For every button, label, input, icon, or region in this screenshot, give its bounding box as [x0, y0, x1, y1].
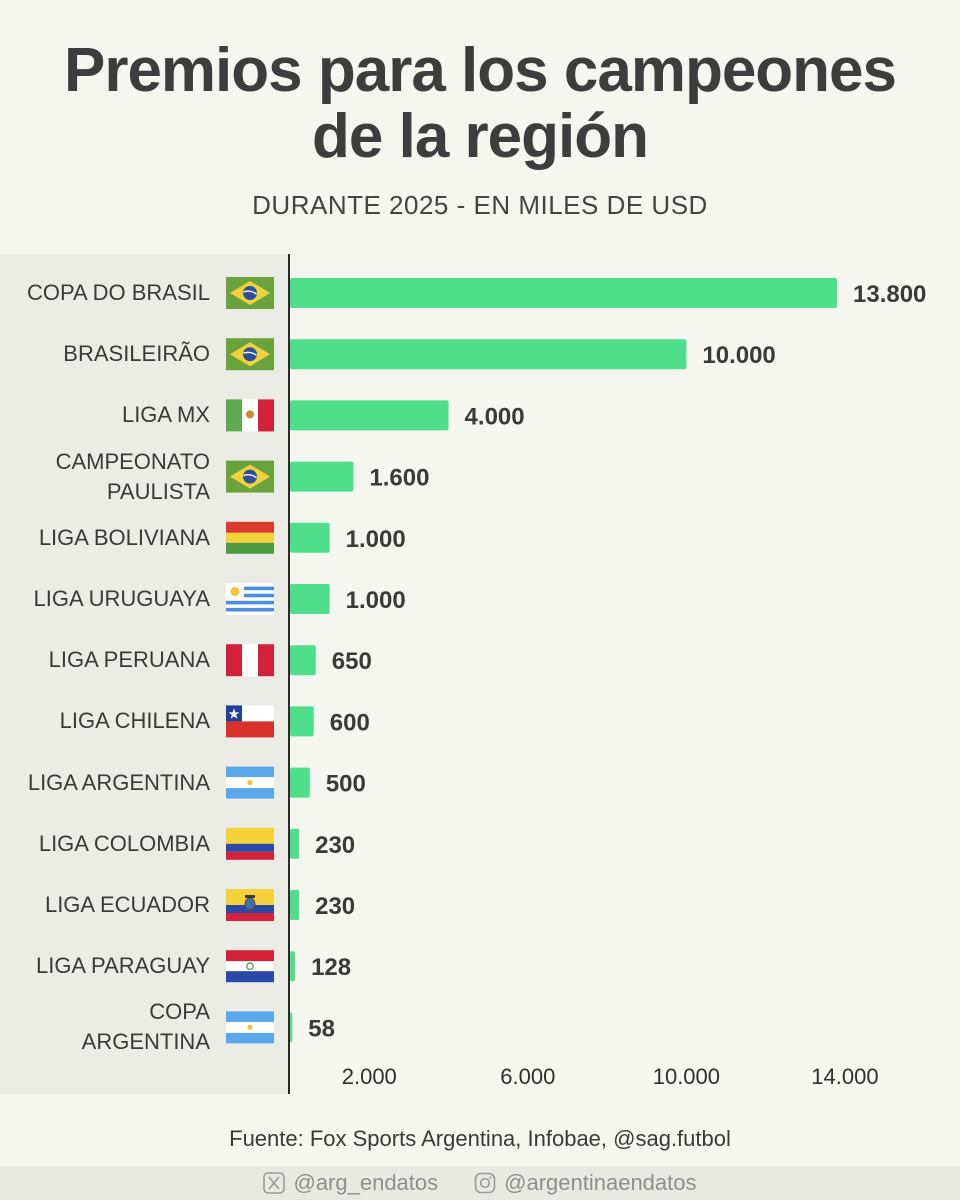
bar-12 — [290, 1012, 293, 1043]
colombia-flag-icon — [226, 827, 274, 860]
bar-3 — [290, 461, 354, 492]
footer-bar: @arg_endatos @argentinaendatos — [0, 1166, 960, 1200]
value-label-7: 600 — [330, 709, 370, 736]
category-label-line: CAMPEONATO — [55, 448, 210, 474]
value-label-9: 230 — [315, 832, 355, 859]
value-label-3: 1.600 — [369, 465, 429, 492]
title-line-2: de la región — [312, 102, 649, 171]
value-label-11: 128 — [311, 954, 351, 981]
ecuador-flag-icon — [226, 889, 274, 921]
chart-subtitle: DURANTE 2025 - EN MILES DE USD — [252, 190, 708, 220]
x-tick-label-3: 14.000 — [811, 1064, 878, 1089]
value-label-10: 230 — [315, 893, 355, 920]
value-label-1: 10.000 — [702, 342, 775, 369]
bar-1 — [290, 339, 687, 370]
x-tick-label-1: 6.000 — [500, 1064, 555, 1089]
value-label-12: 58 — [308, 1015, 335, 1042]
uruguay-flag-icon — [226, 583, 274, 615]
category-label-line: LIGA PERUANA — [48, 647, 210, 673]
value-label-0: 13.800 — [853, 281, 926, 308]
brazil-flag-icon — [226, 277, 274, 309]
category-label-1: BRASILEIRÃO — [0, 339, 210, 369]
bar-6 — [290, 645, 316, 676]
category-label-0: COPA DO BRASIL — [0, 278, 210, 308]
x-tick-label-0: 2.000 — [342, 1064, 397, 1089]
category-label-10: LIGA ECUADOR — [0, 890, 210, 920]
value-label-4: 1.000 — [346, 526, 406, 553]
bar-10 — [290, 890, 300, 920]
bar-7 — [290, 706, 314, 737]
x-logo-icon — [263, 1172, 286, 1194]
brazil-flag-icon — [226, 338, 274, 371]
category-label-line: COPA — [149, 999, 210, 1025]
peru-flag-icon — [226, 644, 274, 677]
title-line-1: Premios para los campeones — [63, 36, 897, 105]
category-label-line: COPA DO BRASIL — [27, 280, 210, 305]
category-label-line: LIGA ECUADOR — [44, 892, 210, 917]
value-label-6: 650 — [332, 648, 372, 675]
category-label-line: LIGA BOLIVIANA — [38, 524, 210, 550]
category-label-line: LIGA COLOMBIA — [38, 830, 210, 856]
paraguay-flag-icon — [226, 950, 274, 983]
category-label-line: BRASILEIRÃO — [63, 341, 210, 367]
brazil-flag-icon — [226, 460, 274, 493]
category-label-line: LIGA PARAGUAY — [35, 953, 210, 979]
value-label-5: 1.000 — [346, 587, 406, 614]
argentina-flag-icon — [226, 766, 274, 799]
category-label-5: LIGA URUGUAYA — [0, 584, 210, 614]
instagram-handle-text: @argentinaendatos — [504, 1170, 697, 1195]
category-label-12: COPA ARGENTINA — [0, 997, 210, 1057]
bar-4 — [290, 522, 330, 553]
value-label-2: 4.000 — [465, 403, 525, 430]
bolivia-flag-icon — [226, 521, 274, 554]
category-label-6: LIGA PERUANA — [0, 645, 210, 675]
bar-5 — [290, 584, 330, 614]
bar-9 — [290, 828, 300, 859]
category-label-line: ARGENTINA — [81, 1029, 210, 1055]
category-label-line: LIGA CHILENA — [59, 708, 210, 734]
category-label-line: LIGA ARGENTINA — [27, 769, 210, 795]
bar-8 — [290, 767, 310, 798]
bar-11 — [290, 951, 296, 982]
category-label-9: LIGA COLOMBIA — [0, 829, 210, 859]
x-handle-text: @arg_endatos — [293, 1170, 439, 1195]
instagram-logo-icon — [474, 1172, 496, 1194]
category-label-11: LIGA PARAGUAY — [0, 951, 210, 981]
category-label-7: LIGA CHILENA — [0, 706, 210, 736]
x-tick-label-2: 10.000 — [653, 1064, 720, 1089]
value-label-8: 500 — [326, 771, 366, 798]
bar-0 — [290, 278, 837, 308]
category-label-4: LIGA BOLIVIANA — [0, 523, 210, 553]
x-handle[interactable]: @arg_endatos — [263, 1170, 438, 1196]
page-title: Premios para los campeones de la región — [0, 38, 960, 170]
bar-chart: 13.800 10.000 4.000 1.600 1.000 1.000 650 600 50… — [226, 254, 926, 1094]
bar-2 — [290, 400, 449, 431]
category-label-8: LIGA ARGENTINA — [0, 768, 210, 798]
mexico-flag-icon — [226, 399, 274, 432]
category-label-3: CAMPEONATO PAULISTA — [0, 447, 210, 507]
chile-flag-icon — [226, 705, 274, 738]
source-note: Fuente: Fox Sports Argentina, Infobae, @… — [229, 1126, 731, 1151]
category-label-line: LIGA MX — [121, 402, 210, 428]
category-label-2: LIGA MX — [0, 400, 210, 430]
category-label-line: LIGA URUGUAYA — [33, 586, 210, 611]
category-label-line: PAULISTA — [106, 478, 210, 504]
instagram-handle[interactable]: @argentinaendatos — [474, 1170, 697, 1196]
argentina-flag-icon — [226, 1011, 274, 1044]
